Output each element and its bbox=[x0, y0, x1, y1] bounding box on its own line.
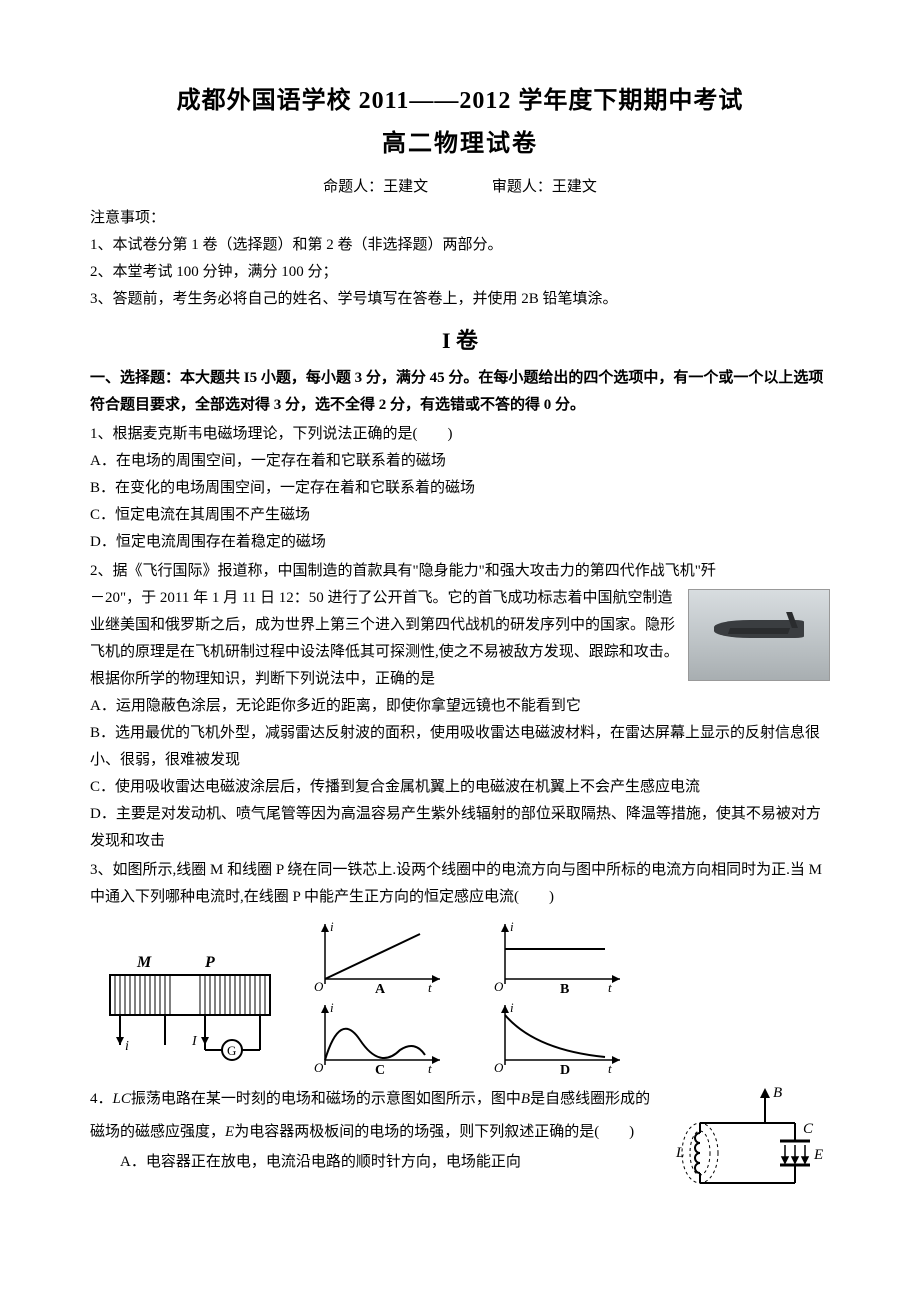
coil-p-label: P bbox=[204, 954, 215, 971]
title-main: 成都外国语学校 2011——2012 学年度下期期中考试 bbox=[90, 80, 830, 123]
axis-t: t bbox=[428, 1061, 432, 1075]
e-italic: E bbox=[225, 1124, 234, 1140]
graph-a-label: A bbox=[375, 982, 386, 994]
graph-d-label: D bbox=[560, 1063, 570, 1075]
q2-opt-a: A．运用隐蔽色涂层，无论距你多近的距离，即使你拿望远镜也不能看到它 bbox=[90, 693, 830, 720]
graph-a: i t O A bbox=[310, 919, 450, 994]
question-1: 1、根据麦克斯韦电磁场理论，下列说法正确的是( ) A．在电场的周围空间，一定存… bbox=[90, 421, 830, 556]
authors-line: 命题人：王建文 审题人：王建文 bbox=[90, 174, 830, 201]
axis-i: i bbox=[330, 919, 334, 934]
q2-opt-c: C．使用吸收雷达电磁波涂层后，传播到复合金属机翼上的电磁波在机翼上不会产生感应电… bbox=[90, 774, 830, 801]
q3-stem: 3、如图所示,线圈 M 和线圈 P 绕在同一铁芯上.设两个线圈中的电流方向与图中… bbox=[90, 857, 830, 911]
b-italic: B bbox=[521, 1091, 530, 1107]
q1-stem: 1、根据麦克斯韦电磁场理论，下列说法正确的是( ) bbox=[90, 421, 830, 448]
c-label: C bbox=[803, 1121, 814, 1137]
lc-circuit-diagram: B L C E bbox=[670, 1083, 830, 1213]
title-sub: 高二物理试卷 bbox=[90, 123, 830, 166]
setter: 命题人：王建文 bbox=[323, 174, 428, 201]
axis-t: t bbox=[608, 980, 612, 994]
b-label: B bbox=[773, 1085, 782, 1101]
axis-o: O bbox=[314, 979, 324, 994]
note-item: 2、本堂考试 100 分钟，满分 100 分； bbox=[90, 259, 830, 286]
e-label: E bbox=[813, 1147, 823, 1163]
axis-o: O bbox=[314, 1060, 324, 1075]
axis-o: O bbox=[494, 979, 504, 994]
coil-diagram: M P i I G bbox=[90, 945, 290, 1075]
q2-stem-a: 2、据《飞行国际》报道称，中国制造的首款具有"隐身能力"和强大攻击力的第四代作战… bbox=[90, 558, 830, 585]
axis-i: i bbox=[330, 1000, 334, 1015]
q4-stem-d: 为电容器两极板间的电场的场强，则下列叙述正确的是( ) bbox=[234, 1124, 634, 1140]
note-item: 1、本试卷分第 1 卷（选择题）和第 2 卷（非选择题）两部分。 bbox=[90, 232, 830, 259]
q1-opt-c: C．恒定电流在其周围不产生磁场 bbox=[90, 502, 830, 529]
q1-opt-d: D．恒定电流周围存在着稳定的磁场 bbox=[90, 529, 830, 556]
section-roman: I 卷 bbox=[90, 321, 830, 361]
i-left-label: i bbox=[125, 1039, 129, 1054]
note-item: 3、答题前，考生务必将自己的姓名、学号填写在答卷上，并使用 2B 铅笔填涂。 bbox=[90, 286, 830, 313]
plane-wing-icon bbox=[728, 628, 790, 634]
l-label: L bbox=[675, 1145, 684, 1161]
axis-o: O bbox=[494, 1060, 504, 1075]
graph-c: i t O C bbox=[310, 1000, 450, 1075]
q3-figures: M P i I G i t O A bbox=[90, 919, 830, 1075]
q1-opt-b: B．在变化的电场周围空间，一定存在着和它联系着的磁场 bbox=[90, 475, 830, 502]
fighter-jet-image bbox=[688, 589, 830, 681]
question-2: 2、据《飞行国际》报道称，中国制造的首款具有"隐身能力"和强大攻击力的第四代作战… bbox=[90, 558, 830, 855]
q2-opt-b: B．选用最优的飞机外型，减弱雷达反射波的面积，使用吸收雷达电磁波材料，在雷达屏幕… bbox=[90, 720, 830, 774]
graph-b: i t O B bbox=[490, 919, 630, 994]
graph-d: i t O D bbox=[490, 1000, 630, 1075]
lc-italic: LC bbox=[113, 1091, 131, 1107]
q4-stem-a: 4． bbox=[90, 1091, 113, 1107]
graph-c-label: C bbox=[375, 1063, 385, 1075]
axis-i: i bbox=[510, 919, 514, 934]
q1-opt-a: A．在电场的周围空间，一定存在着和它联系着的磁场 bbox=[90, 448, 830, 475]
axis-t: t bbox=[608, 1061, 612, 1075]
notes-label: 注意事项： bbox=[90, 205, 830, 232]
q3-graphs-grid: i t O A i t O B bbox=[310, 919, 630, 1075]
galvanometer-label: G bbox=[227, 1043, 236, 1058]
question-3: 3、如图所示,线圈 M 和线圈 P 绕在同一铁芯上.设两个线圈中的电流方向与图中… bbox=[90, 857, 830, 1075]
coil-m-label: M bbox=[136, 954, 152, 971]
reviewer: 审题人：王建文 bbox=[492, 174, 597, 201]
question-4: B L C E 4．LC振荡电路在某一时刻的电场和磁场的示意图如图 bbox=[90, 1083, 830, 1213]
q4-stem-b: 振荡电路在某一时刻的电场和磁场的示意图如图所示，图中 bbox=[131, 1091, 521, 1107]
axis-t: t bbox=[428, 980, 432, 994]
axis-i: i bbox=[510, 1000, 514, 1015]
q2-opt-d: D．主要是对发动机、喷气尾管等因为高温容易产生紫外线辐射的部位采取隔热、降温等措… bbox=[90, 801, 830, 855]
notes-list: 1、本试卷分第 1 卷（选择题）和第 2 卷（非选择题）两部分。 2、本堂考试 … bbox=[90, 232, 830, 313]
graph-b-label: B bbox=[560, 982, 569, 994]
section1-header: 一、选择题：本大题共 I5 小题，每小题 3 分，满分 45 分。在每小题给出的… bbox=[90, 365, 830, 419]
